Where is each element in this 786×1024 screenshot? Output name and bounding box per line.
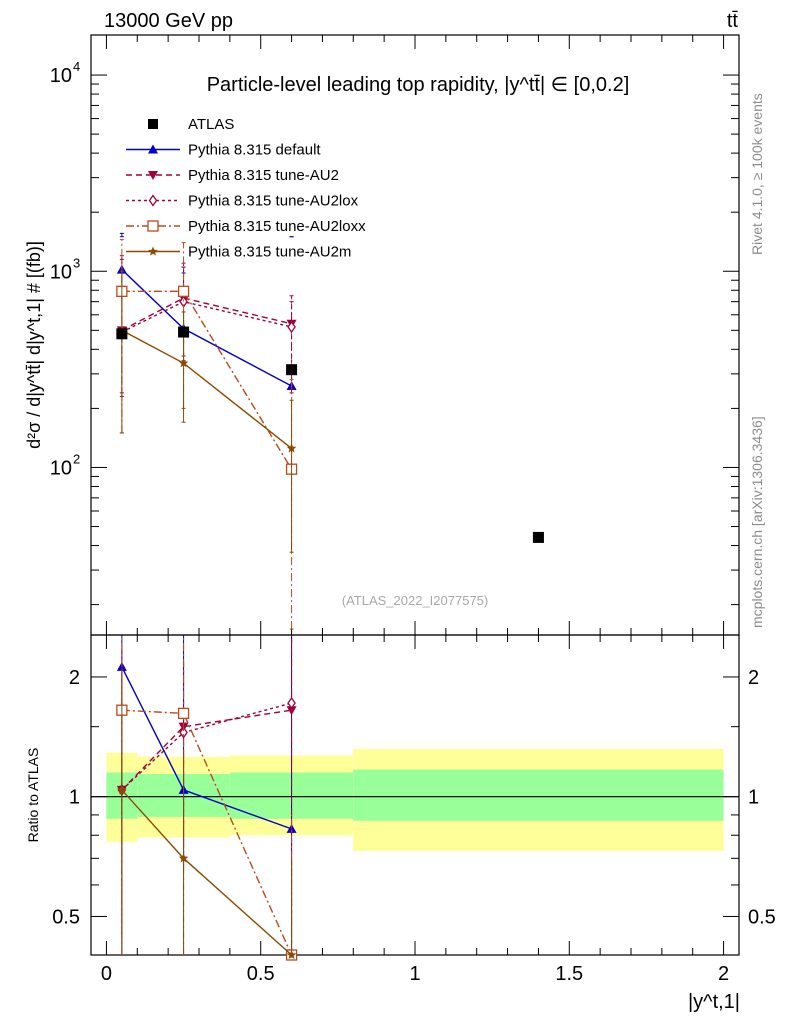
series-line	[121, 290, 293, 470]
main-series-group	[116, 232, 544, 630]
ratio-data-point	[179, 726, 188, 739]
data-point	[177, 285, 190, 297]
data-point	[286, 443, 297, 453]
legend-label: Pythia 8.315 tune-AU2m	[188, 244, 351, 261]
ratio-y-tick-label-right: 2	[748, 667, 759, 689]
x-tick-label: 1.5	[555, 963, 583, 985]
ratio-panel: 0.5 0.5 1 1 2 2 0 0.5 1 1.5 2 Ratio to ATLAS |y^t,…	[25, 634, 776, 1013]
ratio-y-axis-label: Ratio to ATLAS	[25, 748, 41, 843]
y-tick-exponent: 3	[73, 255, 80, 270]
y-tick-exponent: 4	[73, 59, 80, 74]
y-tick-label: 10	[50, 261, 72, 283]
ratio-data-point	[177, 707, 190, 720]
analysis-watermark: (ATLAS_2022_I2077575)	[342, 593, 488, 608]
series-3	[116, 239, 298, 630]
x-tick-label: 1	[409, 963, 420, 985]
rivet-version-label: Rivet 4.1.0, ≥ 100k events	[749, 93, 765, 255]
x-tick-label: 0	[101, 963, 112, 985]
x-tick-label: 2	[718, 963, 729, 985]
ratio-data-point	[286, 950, 297, 959]
ratio-uncertainty-bands	[91, 748, 739, 852]
y-tick-label: 10	[50, 65, 72, 87]
legend-marker	[148, 246, 158, 256]
ratio-data-point	[178, 853, 189, 863]
series-line	[121, 297, 292, 331]
ratio-y-tick-label-right: 1	[748, 787, 759, 809]
y-tick-label: 10	[50, 457, 72, 479]
y-axis-label: d²σ / d|y^tt̄| d|y^t,1| # [(fb)]	[24, 241, 44, 449]
ratio-y-tick-label-right: 0.5	[748, 906, 776, 928]
ratio-y-tick-label: 2	[69, 667, 80, 689]
ratio-y-tick-label: 1	[69, 787, 80, 809]
data-point	[178, 358, 189, 368]
atlas-data-point	[286, 364, 298, 376]
atlas-data-point	[178, 326, 190, 338]
ratio-data-point	[286, 706, 297, 716]
legend-label: Pythia 8.315 tune-AU2loxx	[188, 218, 366, 235]
legend-marker	[148, 119, 158, 129]
legend-label: Pythia 8.315 default	[188, 142, 321, 159]
legend-marker	[147, 220, 159, 232]
atlas-data-point	[116, 328, 128, 340]
atlas-data	[116, 326, 544, 543]
legend-label: Pythia 8.315 tune-AU2	[188, 167, 339, 184]
series-line	[121, 329, 293, 449]
series-line	[121, 269, 292, 387]
data-point	[287, 320, 296, 334]
ratio-series-group	[116, 635, 298, 961]
mcplots-label: mcplots.cern.ch [arXiv:1306.3436]	[749, 416, 765, 628]
plot-title: Particle-level leading top rapidity, |y^…	[207, 74, 630, 96]
atlas-data-point	[532, 531, 544, 543]
ratio-data-point	[287, 696, 296, 710]
ratio-series-4	[117, 668, 297, 959]
ratio-axis-ticks: 0.5 0.5 1 1 2 2 0 0.5 1 1.5 2	[52, 635, 776, 985]
legend-marker	[148, 144, 158, 154]
legend-marker	[148, 194, 158, 207]
x-axis-label: |y^t,1|	[688, 991, 740, 1013]
legend-marker	[148, 171, 158, 180]
ratio-y-tick-label: 0.5	[52, 906, 80, 928]
legend: ATLAS Pythia 8.315 default Pythia 8.315 tu…	[126, 116, 366, 261]
series-1	[116, 255, 297, 394]
energy-label: 13000 GeV pp	[104, 10, 233, 32]
legend-label: Pythia 8.315 tune-AU2lox	[188, 193, 359, 210]
series-4	[117, 270, 297, 553]
legend-label: ATLAS	[188, 116, 234, 133]
series-2	[117, 258, 296, 397]
series-line	[121, 300, 292, 333]
green-band	[353, 769, 724, 821]
ratio-series-line	[121, 709, 292, 791]
ratio-data-point	[117, 784, 127, 794]
y-tick-exponent: 2	[73, 451, 80, 466]
process-label: tt̄	[727, 10, 739, 32]
x-tick-label: 0.5	[247, 963, 275, 985]
ratio-series-line	[121, 709, 293, 956]
